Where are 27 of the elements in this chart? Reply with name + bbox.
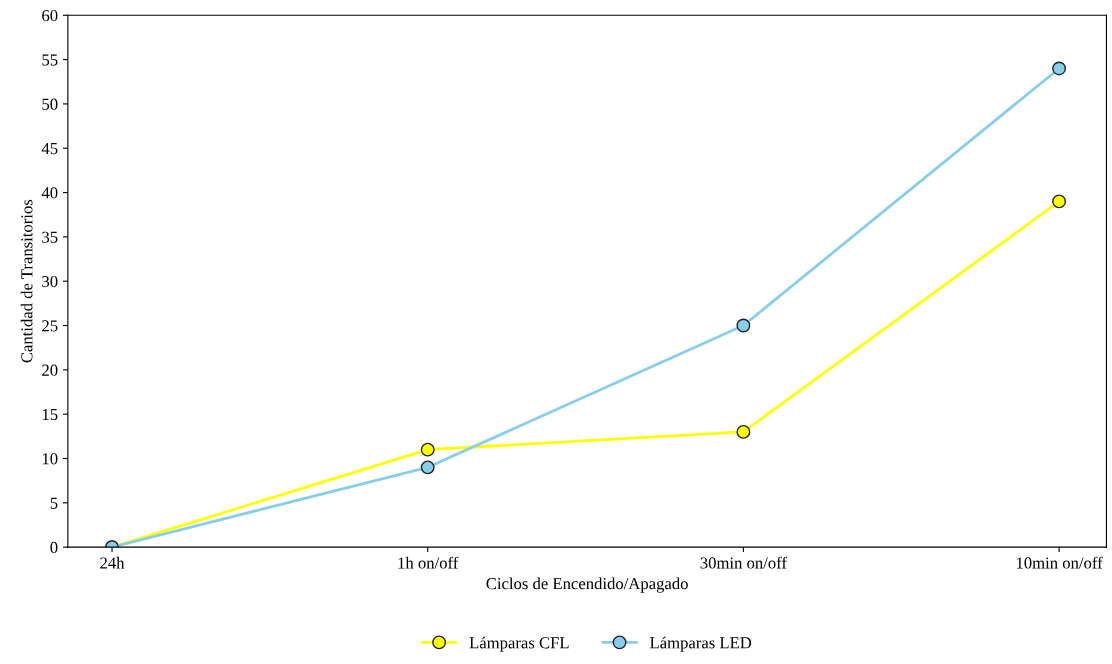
point	[736, 318, 751, 333]
y-axis-title: Cantidad de Transitorios	[20, 199, 33, 363]
y-tick-label: 10	[42, 453, 58, 465]
y-tick-label: 30	[42, 275, 58, 288]
legend-label: Lámparas CFL	[469, 636, 569, 652]
point	[1052, 61, 1067, 76]
point	[420, 442, 435, 457]
y-tick-label: 35	[42, 231, 58, 243]
x-tick-label: 1h on/off	[398, 556, 459, 569]
legend-label: Lámparas LED	[650, 636, 752, 652]
y-tick-label: 60	[42, 9, 58, 22]
x-tick-label: 24h	[100, 556, 125, 569]
y-tick-label: 40	[41, 187, 58, 199]
x-axis-title: Ciclos de Encendido/Apagado	[486, 577, 688, 593]
y-tick-label: 15	[42, 408, 58, 421]
y-tick-label: 20	[42, 364, 58, 376]
point	[736, 424, 751, 439]
point	[1052, 194, 1067, 209]
x-tick-label: 30min on/off	[700, 556, 787, 569]
y-tick-label: 50	[42, 98, 58, 110]
x-tick-label: 10min on/off	[1016, 556, 1103, 569]
y-tick-label: 5	[50, 497, 58, 509]
y-tick-label: 25	[42, 320, 58, 332]
y-tick-label: 45	[41, 143, 58, 155]
point	[420, 460, 435, 475]
y-tick-label: 55	[42, 54, 58, 66]
y-tick-label: 0	[50, 541, 58, 554]
